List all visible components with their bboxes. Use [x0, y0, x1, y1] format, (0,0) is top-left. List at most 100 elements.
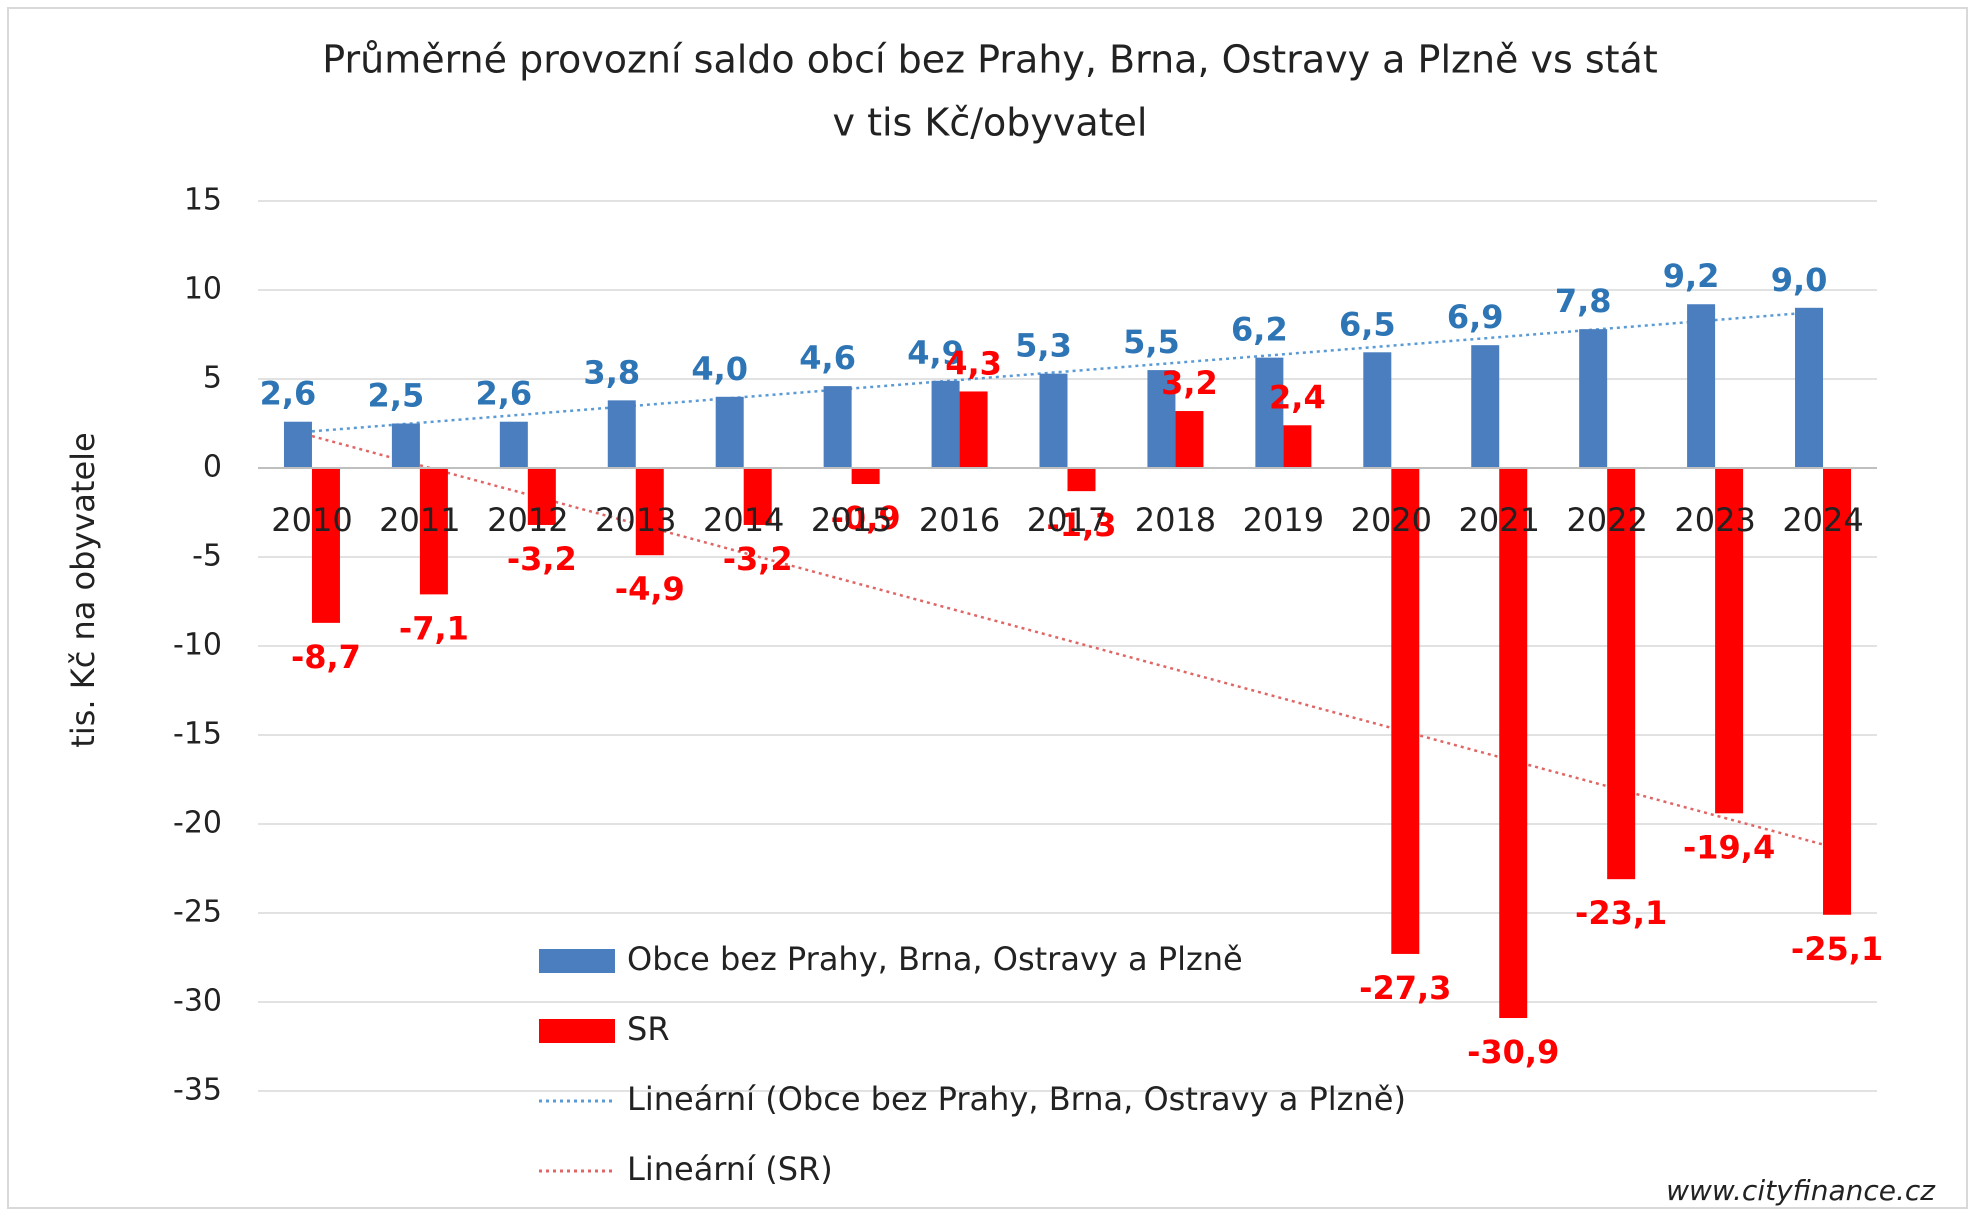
bar	[1607, 468, 1636, 880]
value-label: -4,9	[615, 570, 685, 608]
bar	[1687, 304, 1716, 468]
value-label: -27,3	[1359, 969, 1451, 1007]
legend-label: SR	[627, 1010, 670, 1048]
bar	[715, 396, 744, 468]
y-tick-label: -15	[173, 717, 222, 752]
y-tick-label: -20	[173, 806, 222, 841]
x-tick-label: 2020	[1351, 501, 1432, 539]
y-tick-label: 5	[203, 361, 222, 396]
bar	[283, 421, 312, 468]
value-label: 3,2	[1161, 364, 1218, 402]
value-label: -23,1	[1575, 894, 1667, 932]
legend-swatch	[539, 949, 615, 973]
bar	[1499, 468, 1528, 1019]
bar	[1175, 411, 1204, 468]
value-label: 2,4	[1269, 378, 1326, 416]
bar	[851, 468, 880, 485]
x-tick-label: 2022	[1566, 501, 1647, 539]
chart-title: Průměrné provozní saldo obcí bez Prahy, …	[322, 38, 1658, 82]
x-tick-label: 2013	[595, 501, 676, 539]
trendline	[311, 434, 1824, 846]
y-tick-label: 0	[203, 450, 222, 485]
value-label: 6,2	[1231, 311, 1288, 349]
bar	[1147, 370, 1176, 468]
value-label: 7,8	[1555, 282, 1612, 320]
value-label: 4,9	[907, 334, 964, 372]
x-tick-label: 2012	[487, 501, 568, 539]
bar	[1579, 329, 1608, 468]
bar	[1363, 352, 1392, 468]
bar	[743, 468, 772, 525]
value-label: -7,1	[399, 609, 469, 647]
x-tick-label: 2019	[1243, 501, 1324, 539]
y-tick-label: -35	[173, 1073, 222, 1108]
value-label: 2,6	[475, 375, 532, 413]
value-label: 2,6	[260, 375, 317, 413]
value-label: -19,4	[1683, 828, 1775, 866]
bar	[1715, 468, 1744, 814]
x-tick-label: 2010	[271, 501, 352, 539]
bar	[959, 391, 988, 468]
x-tick-label: 2014	[703, 501, 784, 539]
value-label: 9,2	[1663, 257, 1720, 295]
bar	[1255, 357, 1284, 468]
bar	[499, 421, 528, 468]
y-tick-label: -25	[173, 895, 222, 930]
bar	[607, 400, 636, 468]
bar	[931, 380, 960, 468]
value-label: -8,7	[291, 638, 361, 676]
bar	[1067, 468, 1096, 492]
bar	[1391, 468, 1420, 954]
x-tick-label: 2018	[1135, 501, 1216, 539]
x-tick-label: 2024	[1782, 501, 1863, 539]
chart-title: v tis Kč/obyvatel	[833, 101, 1148, 145]
value-label: 4,3	[945, 344, 1002, 382]
x-tick-label: 2023	[1674, 501, 1755, 539]
x-tick-label: 2021	[1459, 501, 1540, 539]
value-label: 4,0	[691, 350, 748, 388]
value-label: -3,2	[723, 540, 793, 578]
bar	[419, 468, 448, 595]
value-label: -0,9	[831, 499, 901, 537]
y-tick-label: -5	[192, 539, 222, 574]
value-label: -30,9	[1467, 1033, 1559, 1071]
y-tick-label: 15	[184, 183, 222, 218]
value-label: 2,5	[368, 377, 425, 415]
value-label: 5,3	[1015, 327, 1072, 365]
bar	[1039, 373, 1068, 468]
y-tick-label: 10	[184, 272, 222, 307]
legend-swatch	[539, 1019, 615, 1043]
bar	[391, 423, 420, 468]
value-label: 4,6	[799, 339, 856, 377]
bar	[1283, 425, 1312, 468]
value-label: -1,3	[1047, 506, 1117, 544]
legend-label: Obce bez Prahy, Brna, Ostravy a Plzně	[627, 940, 1243, 978]
value-label: 9,0	[1771, 261, 1828, 299]
bar	[1823, 468, 1852, 915]
value-label: 6,5	[1339, 305, 1396, 343]
y-tick-label: -10	[173, 628, 222, 663]
bar	[1471, 345, 1500, 468]
trendline	[311, 310, 1824, 433]
value-label: -25,1	[1791, 930, 1883, 968]
value-label: 6,9	[1447, 298, 1504, 336]
legend-label: Lineární (Obce bez Prahy, Brna, Ostravy …	[627, 1080, 1406, 1118]
value-label: 3,8	[583, 353, 640, 391]
bar	[1795, 307, 1824, 468]
bar	[635, 468, 664, 556]
bar	[311, 468, 340, 623]
x-tick-label: 2015	[811, 501, 892, 539]
y-axis-label: tis. Kč na obyvatele	[64, 432, 102, 747]
bar	[823, 386, 852, 468]
value-label: 5,5	[1123, 323, 1180, 361]
legend-label: Lineární (SR)	[627, 1150, 833, 1188]
x-tick-label: 2011	[379, 501, 460, 539]
source: www.cityfinance.cz	[1666, 1174, 1936, 1207]
chart-border	[7, 7, 1968, 1209]
x-tick-label: 2016	[919, 501, 1000, 539]
bar	[527, 468, 556, 525]
value-label: -3,2	[507, 540, 577, 578]
y-tick-label: -30	[173, 984, 222, 1019]
x-tick-label: 2017	[1027, 501, 1108, 539]
